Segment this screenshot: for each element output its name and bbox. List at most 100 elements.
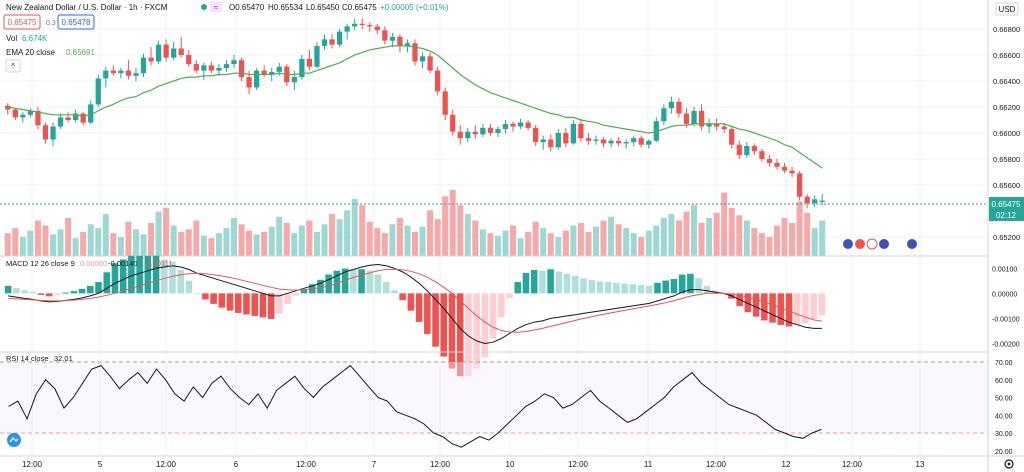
candle-body xyxy=(646,140,652,145)
price-axis[interactable]: 0.66800 0.66600 0.66400 0.66200 0.66000 0.658… xyxy=(993,25,1020,242)
volume-bar xyxy=(494,235,501,256)
macd-histogram-bar xyxy=(70,291,78,294)
candle-body xyxy=(661,108,667,122)
macd-histogram-bar xyxy=(119,259,127,294)
earth-icon[interactable] xyxy=(907,239,917,249)
macd-histogram-bar xyxy=(95,282,102,294)
candle-body xyxy=(155,44,162,62)
volume-bar xyxy=(12,228,19,256)
volume-bar xyxy=(510,225,517,256)
candle-body xyxy=(533,127,539,143)
volume-bar xyxy=(758,233,765,256)
macd-histogram-bar xyxy=(45,293,53,297)
volume-bar xyxy=(525,231,532,256)
chevron-up-icon[interactable]: ^ xyxy=(11,62,15,71)
volume-bar xyxy=(472,220,479,256)
time-tick-label: 11 xyxy=(644,460,653,469)
candle-body xyxy=(20,114,26,118)
flag-icon[interactable] xyxy=(855,239,865,249)
macd-pane[interactable] xyxy=(4,255,826,377)
macd-axis[interactable]: 0.00100 0.00000 -0.00100 -0.00200 xyxy=(992,266,1020,348)
macd-histogram-bar xyxy=(251,293,258,316)
volume-bar xyxy=(683,211,690,256)
macd-histogram-bar xyxy=(802,293,809,324)
time-axis[interactable]: 12:00 5 12:00 6 12:00 7 12:00 10 12:00 11 12:00 12 1… xyxy=(22,460,925,469)
macd-histogram-bar xyxy=(169,261,176,294)
macd-histogram-bar xyxy=(111,263,119,294)
compare-icon[interactable]: ≈ xyxy=(214,3,219,12)
volume-bar xyxy=(728,207,735,256)
settings-icon[interactable] xyxy=(1004,459,1014,469)
time-tick-label: 6 xyxy=(234,460,239,469)
candle-body xyxy=(457,131,463,139)
rsi-pane[interactable] xyxy=(0,361,988,448)
macd-histogram-bar xyxy=(29,291,37,294)
candle-body xyxy=(465,131,471,139)
sell-price[interactable]: 0.65475 xyxy=(8,18,37,27)
macd-value-3: -0.00111 xyxy=(144,259,173,268)
volume-bar xyxy=(268,226,275,256)
candle-body xyxy=(359,23,365,26)
symbol-title[interactable]: New Zealand Dollar / U.S. Dollar · 1h · … xyxy=(6,3,168,12)
volume-bar xyxy=(140,234,147,256)
volume-bar xyxy=(42,225,49,256)
compare-icon-bg[interactable] xyxy=(210,2,222,12)
price-tick-label: 0.65800 xyxy=(993,155,1020,164)
candle-body xyxy=(774,162,780,167)
macd-histogram-bar xyxy=(136,255,143,294)
macd-histogram-bar xyxy=(292,293,300,296)
candle-body xyxy=(631,138,637,143)
news-icons[interactable] xyxy=(843,238,917,250)
volume-bar xyxy=(623,228,630,256)
candle-body xyxy=(578,123,584,139)
volume-bar xyxy=(125,221,132,256)
volume-bar xyxy=(283,223,290,256)
cloud-logo-icon[interactable] xyxy=(7,433,21,447)
candle-body xyxy=(691,110,697,124)
volume-bar xyxy=(427,210,434,256)
macd-histogram-bar xyxy=(473,293,480,369)
buy-button[interactable] xyxy=(57,14,95,30)
candle-body xyxy=(35,110,41,126)
buy-price[interactable]: 0.65478 xyxy=(62,18,91,27)
sell-button[interactable] xyxy=(3,14,41,30)
macd-histogram-bar xyxy=(662,280,669,294)
macd-histogram-bar xyxy=(259,293,267,318)
candle-body xyxy=(269,71,275,75)
macd-histogram-bar xyxy=(629,284,637,294)
macd-histogram-bar xyxy=(678,274,686,294)
flag-icon[interactable] xyxy=(879,239,889,249)
macd-histogram-bar xyxy=(4,285,12,294)
candle-body xyxy=(721,126,727,130)
candle-body xyxy=(110,70,116,74)
macd-histogram-bar xyxy=(465,293,472,377)
candle-body xyxy=(812,199,818,204)
candle-body xyxy=(299,58,305,78)
collapse-legend-button[interactable] xyxy=(5,59,21,73)
candle-body xyxy=(736,144,742,156)
volume-bar xyxy=(329,214,336,256)
volume-bar xyxy=(336,219,343,256)
macd-histogram-bar xyxy=(777,293,785,325)
volume-bar xyxy=(796,201,803,256)
price-pane[interactable] xyxy=(0,18,988,256)
volume-bar xyxy=(479,229,486,256)
macd-histogram-bar xyxy=(621,283,628,294)
macd-histogram-bar xyxy=(21,290,28,294)
price-tick-label: 0.66400 xyxy=(993,77,1020,86)
volume-bar xyxy=(291,233,298,256)
current-price-badge xyxy=(989,197,1024,221)
rsi-axis[interactable]: 70.00 60.00 50.00 40.00 30.00 20.00 xyxy=(995,360,1013,456)
volume-bar xyxy=(592,226,600,256)
signal-line xyxy=(8,268,822,333)
candle-body xyxy=(50,126,56,140)
candle-body xyxy=(714,123,720,127)
flag-icon[interactable] xyxy=(866,238,878,250)
macd-line xyxy=(8,263,822,345)
candle-body xyxy=(751,146,757,152)
volume-bar xyxy=(72,238,79,256)
macd-histogram-bar xyxy=(415,293,423,322)
macd-histogram-bar xyxy=(481,293,489,358)
flag-icon[interactable] xyxy=(843,239,853,249)
